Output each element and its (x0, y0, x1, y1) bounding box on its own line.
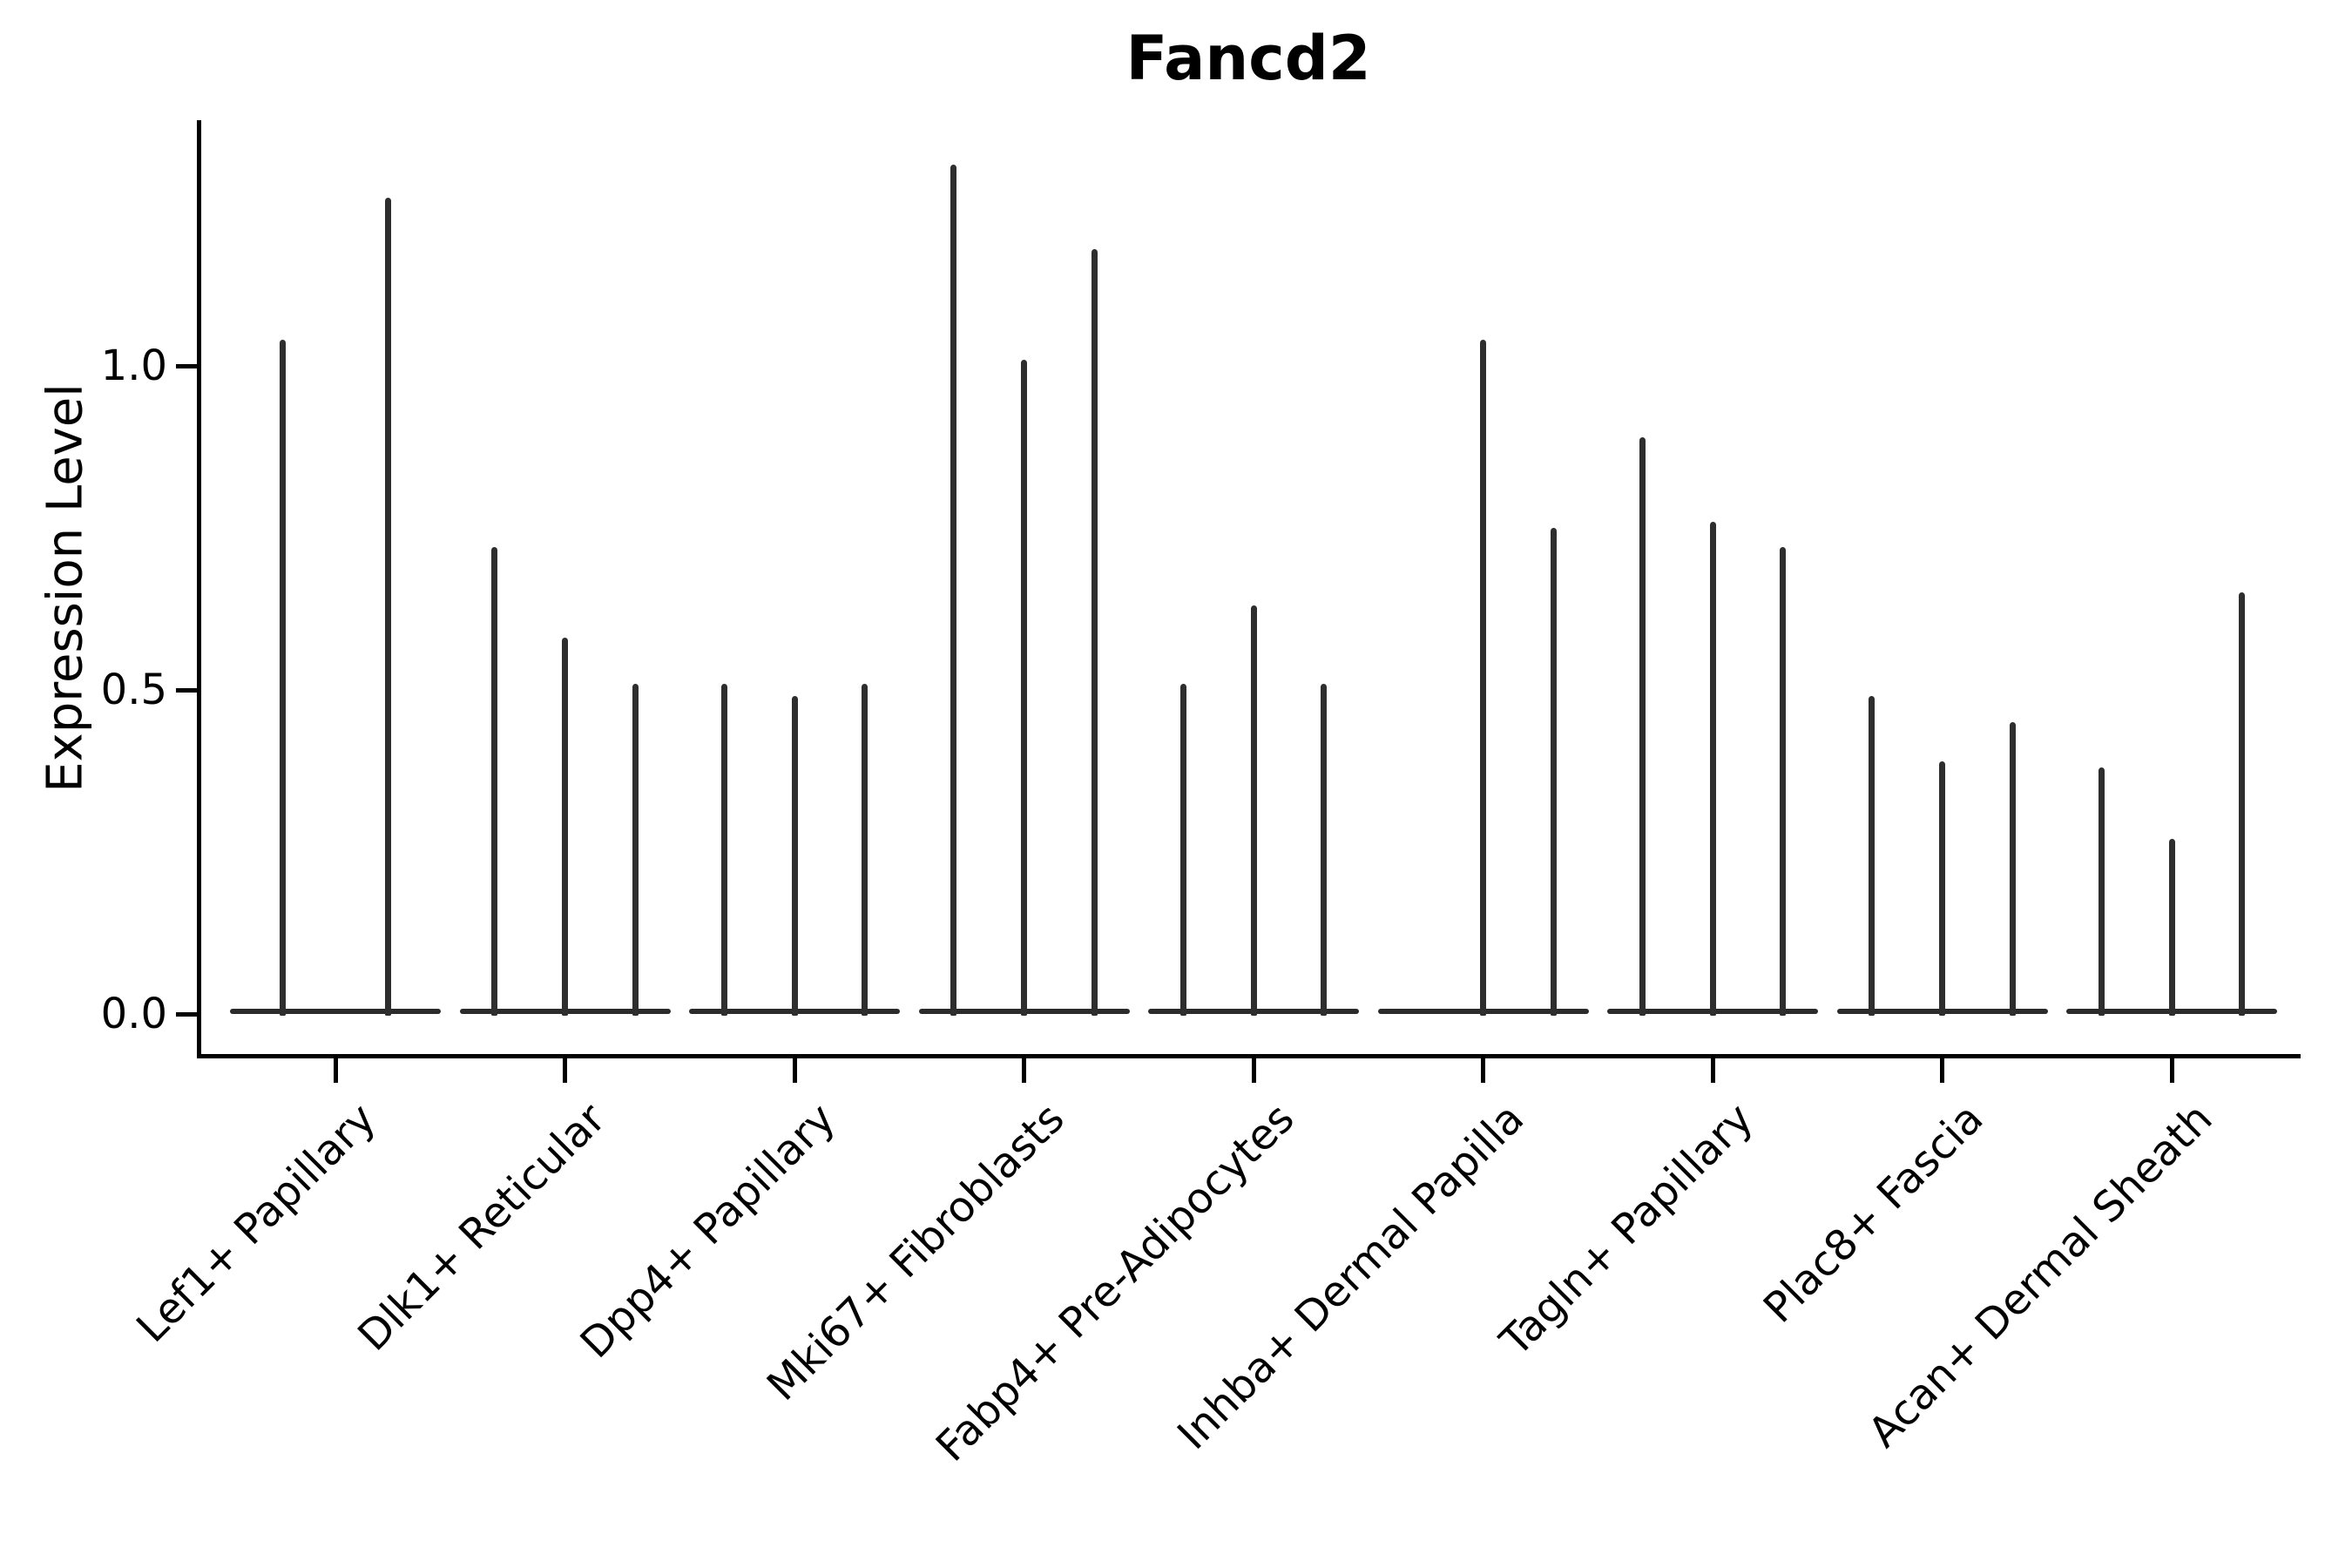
violin (280, 340, 286, 1016)
violin (1480, 340, 1486, 1016)
x-tick-label: Lef1+ Papillary (127, 1094, 386, 1352)
violin-baseline (230, 1009, 441, 1014)
violin (1021, 359, 1027, 1016)
x-tick (2169, 1058, 2174, 1083)
y-tick (176, 363, 199, 368)
x-tick-label: Tagln+ Papillary (1490, 1094, 1763, 1366)
violin (1639, 436, 1646, 1016)
x-tick-label: Dpp4+ Papillary (571, 1094, 845, 1369)
violin (1091, 249, 1098, 1016)
plot-title: Fancd2 (1125, 23, 1371, 94)
x-tick-label: Dlk1+ Reticular (348, 1094, 616, 1361)
x-tick (1940, 1058, 1944, 1083)
x-tick (563, 1058, 567, 1083)
violin (562, 638, 568, 1016)
x-tick (1251, 1058, 1256, 1083)
violin (2009, 722, 2016, 1016)
x-tick (1022, 1058, 1026, 1083)
violin (1780, 547, 1787, 1016)
x-tick-label: Plac8+ Fascia (1754, 1094, 1993, 1333)
violin (950, 165, 957, 1016)
violin (1321, 683, 1328, 1016)
violin (1869, 696, 1876, 1016)
violin (1250, 605, 1257, 1016)
y-axis-spine (197, 120, 201, 1058)
violin (1939, 760, 1945, 1016)
y-tick-label: 0.0 (100, 990, 167, 1038)
violin (2098, 767, 2105, 1016)
violin (1709, 521, 1716, 1016)
y-tick-label: 0.5 (100, 666, 167, 714)
violin (491, 547, 498, 1016)
violin (2168, 839, 2175, 1016)
x-tick (792, 1058, 797, 1083)
violin (791, 696, 798, 1016)
x-tick (1481, 1058, 1485, 1083)
x-tick (1710, 1058, 1715, 1083)
violin (720, 683, 727, 1016)
y-tick-label: 1.0 (100, 341, 167, 390)
violin (632, 683, 639, 1016)
x-tick (333, 1058, 338, 1083)
x-axis-spine (197, 1054, 2301, 1058)
violin (1179, 683, 1186, 1016)
violin (862, 683, 868, 1016)
violin (385, 197, 391, 1016)
violin (2239, 592, 2246, 1016)
violin (1550, 528, 1557, 1016)
y-tick (176, 1011, 199, 1017)
y-tick (176, 687, 199, 693)
